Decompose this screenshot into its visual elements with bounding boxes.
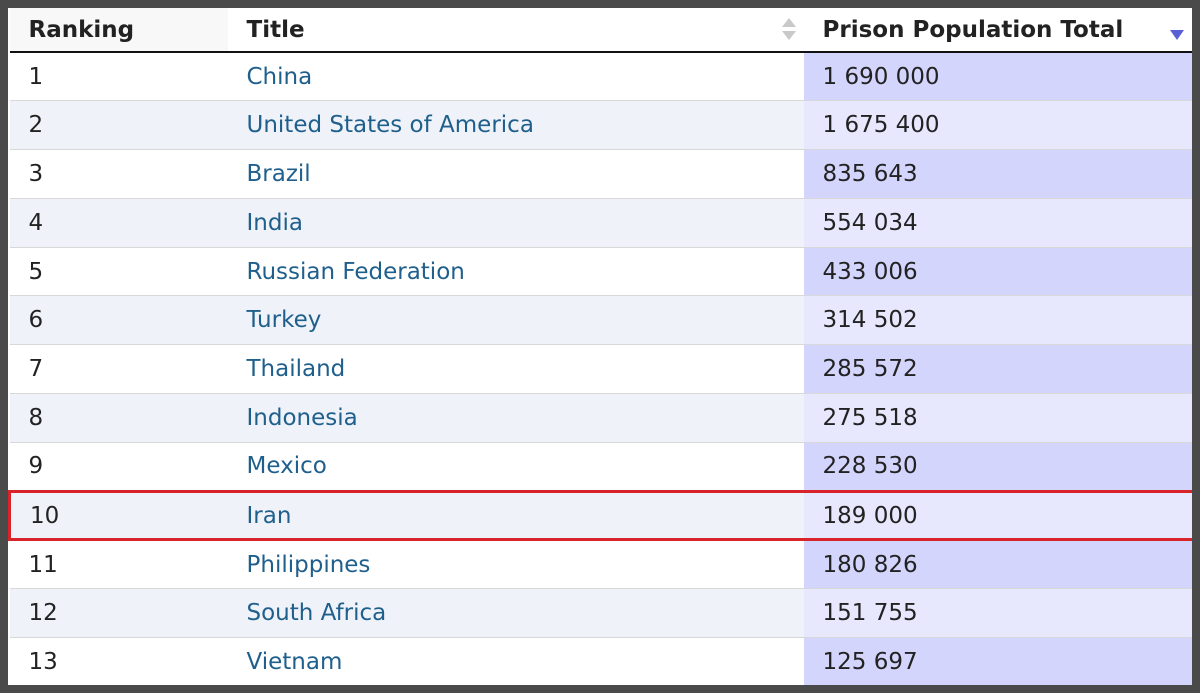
ranking-cell: 13 [9, 637, 228, 685]
title-cell: Brazil [227, 149, 804, 199]
population-cell: 151 755 [803, 588, 1192, 638]
title-cell: Indonesia [227, 393, 804, 443]
population-cell: 285 572 [803, 344, 1192, 394]
population-cell: 835 643 [803, 149, 1192, 199]
country-link[interactable]: India [246, 209, 303, 236]
title-cell: Iran [227, 489, 804, 542]
table-row: 3 Brazil 835 643 [9, 149, 1192, 199]
table-row: 7 Thailand 285 572 [9, 344, 1192, 394]
title-cell: Turkey [227, 295, 804, 345]
population-cell: 275 518 [803, 393, 1192, 443]
population-cell: 554 034 [803, 197, 1192, 248]
population-cell: 314 502 [803, 295, 1192, 345]
ranking-cell: 8 [9, 393, 228, 443]
country-link[interactable]: Iran [246, 502, 292, 529]
table-row: 4 India 554 034 [9, 197, 1192, 248]
ranking-cell: 2 [9, 100, 228, 150]
country-link[interactable]: Russian Federation [246, 258, 465, 285]
column-header-population-label: Prison Population Total [822, 16, 1124, 43]
population-cell: 125 697 [803, 637, 1192, 685]
table-row: 12 South Africa 151 755 [9, 588, 1192, 638]
population-cell: 228 530 [803, 441, 1192, 492]
population-cell: 180 826 [803, 539, 1192, 589]
column-header-title[interactable]: Title [227, 8, 804, 53]
country-link[interactable]: Turkey [246, 307, 322, 334]
table-body: 1 China 1 690 000 2 United States of America… [8, 51, 1192, 685]
table-row: 1 China 1 690 000 [9, 51, 1192, 101]
sort-both-icon [781, 18, 796, 42]
table-row: 6 Turkey 314 502 [9, 295, 1192, 345]
country-link[interactable]: China [246, 63, 313, 90]
table-row: 2 United States of America 1 675 400 [9, 100, 1192, 150]
population-cell: 1 675 400 [803, 100, 1192, 150]
table-row: 13 Vietnam 125 697 [9, 637, 1192, 685]
ranking-cell: 9 [9, 441, 228, 492]
column-header-population[interactable]: Prison Population Total [803, 8, 1192, 53]
title-cell: Philippines [227, 539, 804, 589]
title-cell: Thailand [227, 344, 804, 394]
population-cell: 1 690 000 [803, 51, 1192, 101]
ranking-cell: 5 [9, 246, 228, 296]
country-link[interactable]: Thailand [246, 356, 346, 383]
title-cell: Vietnam [227, 637, 804, 685]
column-header-title-label: Title [246, 16, 305, 43]
title-cell: India [227, 197, 804, 248]
population-cell: 189 000 [803, 489, 1192, 542]
country-link[interactable]: Vietnam [246, 649, 343, 676]
country-link[interactable]: South Africa [246, 600, 387, 627]
ranking-cell: 4 [9, 197, 228, 248]
column-header-ranking-label: Ranking [28, 16, 135, 43]
ranking-cell: 10 [8, 489, 228, 542]
ranking-cell: 12 [9, 588, 228, 638]
title-cell: United States of America [227, 100, 804, 150]
header-row: Ranking Title Prison Population Total [9, 8, 1192, 53]
title-cell: China [227, 51, 804, 101]
ranking-cell: 1 [9, 51, 228, 101]
country-link[interactable]: Brazil [246, 160, 311, 187]
table-row: 5 Russian Federation 433 006 [9, 246, 1192, 296]
country-link[interactable]: Indonesia [246, 404, 358, 431]
table-row: 8 Indonesia 275 518 [9, 393, 1192, 443]
table-row: 9 Mexico 228 530 [9, 441, 1192, 492]
country-link[interactable]: Philippines [246, 551, 371, 578]
country-link[interactable]: Mexico [246, 453, 327, 480]
ranking-cell: 7 [9, 344, 228, 394]
ranking-cell: 6 [9, 295, 228, 345]
title-cell: South Africa [227, 588, 804, 638]
country-link[interactable]: United States of America [246, 112, 534, 139]
ranking-cell: 11 [9, 539, 228, 589]
sort-descending-icon [1169, 30, 1184, 40]
table-row: 11 Philippines 180 826 [9, 539, 1192, 589]
title-cell: Mexico [227, 441, 804, 492]
ranking-cell: 3 [9, 149, 228, 199]
table-row-highlighted: 10 Iran 189 000 [8, 489, 1192, 542]
title-cell: Russian Federation [227, 246, 804, 296]
population-cell: 433 006 [803, 246, 1192, 296]
column-header-ranking[interactable]: Ranking [9, 8, 228, 53]
